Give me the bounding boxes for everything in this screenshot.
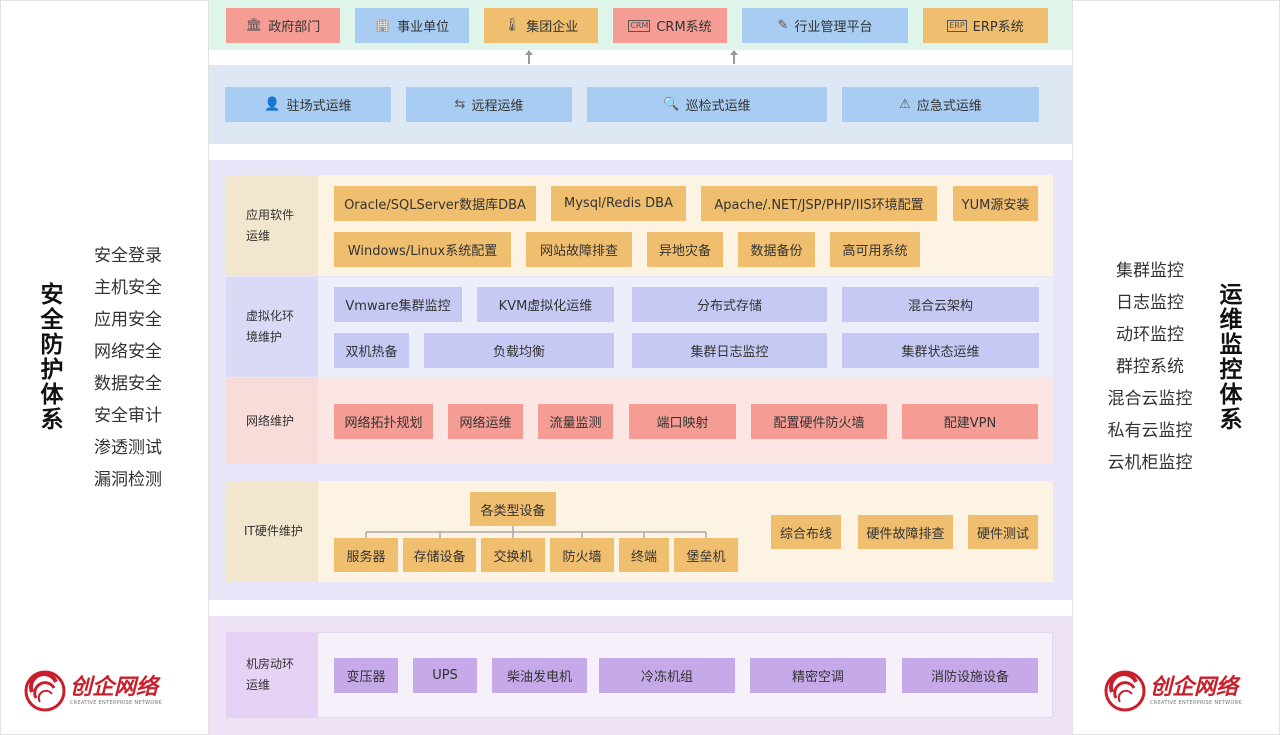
hw-item: 硬件故障排查	[858, 515, 953, 549]
net-item: 网络运维	[448, 404, 523, 439]
crm-icon: CRM	[628, 19, 651, 32]
company-logo: 创企网络 CREATIVE ENTERPRISE NETWORK	[24, 670, 162, 712]
hw-child: 存储设备	[403, 538, 476, 572]
list-item: 应用安全	[94, 310, 162, 330]
inspect-icon: 🔍	[663, 97, 680, 112]
person-icon: 👤	[264, 97, 281, 112]
list-item: 云机柜监控	[1107, 453, 1193, 473]
list-item: 漏洞检测	[94, 470, 162, 490]
hw-child: 服务器	[334, 538, 398, 572]
list-item: 动环监控	[1116, 325, 1184, 345]
logo-swirl-icon	[1104, 670, 1146, 712]
mode-emergency: ⚠ 应急式运维	[842, 87, 1039, 122]
up-arrow-head	[525, 50, 533, 55]
app-item: 高可用系统	[830, 232, 920, 267]
hw-item: 硬件测试	[968, 515, 1038, 549]
hw-child: 交换机	[481, 538, 545, 572]
app-item: 数据备份	[738, 232, 815, 267]
client-crm: CRM CRM系统	[613, 8, 727, 43]
app-item: 异地灾备	[647, 232, 723, 267]
app-item: Apache/.NET/JSP/PHP/IIS环境配置	[701, 186, 937, 221]
net-item: 网络拓扑规划	[334, 404, 433, 439]
virt-section-label: 虚拟化环 境维护	[226, 277, 318, 377]
room-item: 冷冻机组	[599, 658, 735, 693]
hw-item: 综合布线	[771, 515, 841, 549]
list-item: 数据安全	[94, 374, 162, 394]
app-item: Windows/Linux系统配置	[334, 232, 511, 267]
mode-inspection: 🔍 巡检式运维	[587, 87, 827, 122]
net-item: 配置硬件防火墙	[751, 404, 887, 439]
client-erp: ERP ERP系统	[923, 8, 1048, 43]
app-item: Mysql/Redis DBA	[551, 186, 686, 221]
virt-item: KVM虚拟化运维	[477, 287, 614, 322]
room-item: UPS	[413, 658, 477, 693]
virt-item: 负载均衡	[424, 333, 614, 368]
logo-subtitle: CREATIVE ENTERPRISE NETWORK	[1150, 700, 1243, 706]
list-item: 主机安全	[94, 278, 162, 298]
virt-item: 分布式存储	[632, 287, 827, 322]
list-item: 日志监控	[1116, 293, 1184, 313]
room-item: 柴油发电机	[492, 658, 587, 693]
virt-item: 双机热备	[334, 333, 409, 368]
list-item: 群控系统	[1116, 357, 1184, 377]
virt-item: 集群状态运维	[842, 333, 1039, 368]
transfer-icon: ⇆	[454, 97, 466, 112]
mode-onsite: 👤 驻场式运维	[225, 87, 391, 122]
list-item: 渗透测试	[94, 438, 162, 458]
logo-swirl-icon	[24, 670, 66, 712]
list-item: 安全登录	[94, 246, 162, 266]
bank-icon: 🏛	[245, 18, 263, 33]
list-item: 私有云监控	[1107, 421, 1193, 441]
hw-tree-connector	[365, 526, 707, 539]
up-arrows	[525, 50, 738, 64]
security-items: 安全登录 主机安全 应用安全 网络安全 数据安全 安全审计 渗透测试 漏洞检测	[94, 240, 162, 496]
client-enterprise: 🌡 集团企业	[484, 8, 598, 43]
app-item: Oracle/SQLServer数据库DBA	[334, 186, 536, 221]
monitoring-items: 集群监控 日志监控 动环监控 群控系统 混合云监控 私有云监控 云机柜监控	[1104, 255, 1196, 479]
logo-name: 创企网络	[70, 675, 159, 700]
virt-item: Vmware集群监控	[334, 287, 462, 322]
net-item: 端口映射	[629, 404, 736, 439]
alert-icon: ⚠	[899, 97, 911, 112]
app-item: YUM源安装	[953, 186, 1038, 221]
hw-child: 堡垒机	[674, 538, 738, 572]
virt-item: 集群日志监控	[632, 333, 827, 368]
list-item: 网络安全	[94, 342, 162, 362]
client-industry-platform: ✎ 行业管理平台	[742, 8, 908, 43]
company-logo: 创企网络 CREATIVE ENTERPRISE NETWORK	[1104, 670, 1242, 712]
client-institution: 🏢 事业单位	[355, 8, 469, 43]
hw-section-label: IT硬件维护	[226, 481, 318, 582]
thermometer-icon: 🌡	[503, 18, 521, 33]
hw-child: 终端	[619, 538, 669, 572]
app-item: 网站故障排查	[526, 232, 632, 267]
list-item: 混合云监控	[1107, 389, 1193, 409]
hw-root-node: 各类型设备	[470, 492, 556, 526]
building-icon: 🏢	[374, 18, 392, 33]
mode-remote: ⇆ 远程运维	[406, 87, 572, 122]
logo-subtitle: CREATIVE ENTERPRISE NETWORK	[70, 700, 163, 706]
room-item: 消防设施设备	[902, 658, 1038, 693]
up-arrow-head	[730, 50, 738, 55]
net-section-label: 网络维护	[226, 378, 318, 464]
edit-icon: ✎	[777, 18, 789, 33]
monitoring-system-title: 运维监控体系	[1215, 282, 1241, 432]
net-item: 流量监测	[538, 404, 613, 439]
net-item: 配建VPN	[902, 404, 1038, 439]
room-item: 变压器	[334, 658, 398, 693]
client-government: 🏛 政府部门	[226, 8, 340, 43]
security-system-title: 安全防护体系	[36, 282, 62, 432]
room-item: 精密空调	[750, 658, 886, 693]
room-section-label: 机房动环 运维	[226, 632, 318, 718]
logo-name: 创企网络	[1150, 675, 1239, 700]
hw-child: 防火墙	[550, 538, 614, 572]
list-item: 集群监控	[1116, 261, 1184, 281]
erp-icon: ERP	[947, 19, 967, 32]
app-section-label: 应用软件 运维	[226, 175, 318, 276]
virt-item: 混合云架构	[842, 287, 1039, 322]
list-item: 安全审计	[94, 406, 162, 426]
